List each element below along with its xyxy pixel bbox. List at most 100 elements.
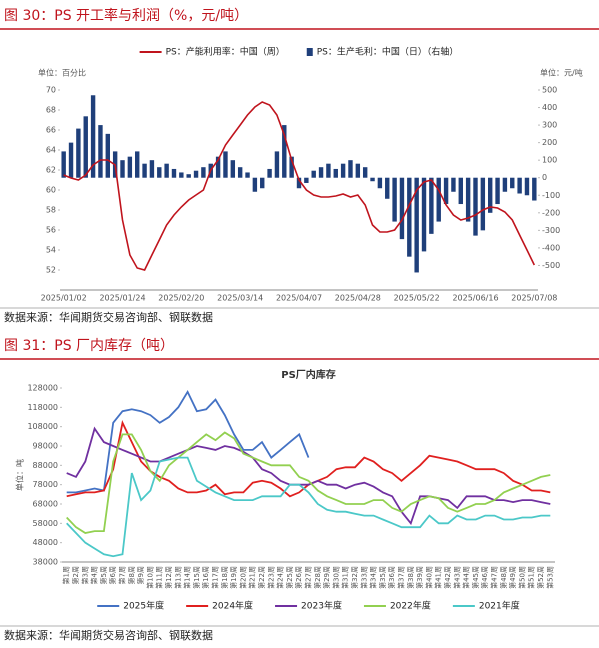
y-tick-label: 98000 [33, 442, 58, 451]
bar [186, 174, 191, 178]
x-tick-label: 第10周 [145, 566, 154, 589]
y2-tick-label: 400 [542, 103, 557, 112]
bar [127, 156, 133, 178]
y-tick-label: 128000 [27, 384, 58, 393]
x-tick-label: 第25周 [285, 566, 294, 589]
x-tick-label: 第3周 [80, 566, 89, 584]
bar [421, 177, 427, 252]
bar [326, 163, 331, 178]
line-series [66, 431, 551, 534]
y2-tick-label: 300 [542, 121, 557, 130]
bar [385, 177, 390, 199]
x-tick-label: 第37周 [397, 566, 406, 589]
x-tick-label: 第30周 [331, 566, 340, 589]
bar [76, 128, 81, 178]
bar [340, 163, 346, 178]
x-tick-label: 第9周 [136, 566, 145, 584]
y2-tick-label: -500 [542, 261, 560, 270]
x-tick-label: 第31周 [341, 566, 350, 589]
y2-tick-label: -400 [542, 243, 560, 252]
y-tick-label: 38000 [33, 558, 58, 567]
bar [296, 177, 302, 189]
x-tick-label: 第24周 [276, 566, 285, 589]
legend: 2025年度 2024年度 2023年度 2022年度 2021年度 [97, 600, 520, 612]
x-tick-label: 第23周 [266, 566, 275, 589]
y2-tick-label: -100 [542, 191, 560, 200]
x-tick-label: 第6周 [108, 566, 117, 584]
y-tick-label: 54 [46, 246, 56, 255]
bar [193, 170, 199, 178]
bar [495, 177, 500, 205]
line-series [66, 390, 310, 494]
legend-label: 2023年度 [301, 600, 342, 612]
x-tick-label: 第48周 [499, 566, 508, 589]
figure-caption: 图 31：PS 厂内库存（吨） [4, 338, 174, 354]
bar [260, 177, 265, 189]
legend-label: PS：生产毛利：中国（日）（右轴） [317, 46, 459, 58]
bar [532, 177, 537, 201]
x-tick-label: 第27周 [304, 566, 313, 589]
x-tick-label: 第33周 [359, 566, 368, 589]
bar [370, 177, 375, 182]
bar [502, 177, 508, 192]
x-tick-label: 第47周 [490, 566, 499, 589]
line-series [66, 426, 551, 526]
legend: PS：产能利用率：中国（周） PS：生产毛利：中国（日）（右轴） [139, 46, 459, 58]
legend-swatch [306, 48, 313, 56]
x-tick-label: 第18周 [220, 566, 229, 589]
x-tick-label: 第53周 [545, 566, 554, 589]
x-tick-label: 第5周 [99, 566, 108, 584]
bar [355, 163, 361, 178]
bar [171, 168, 177, 178]
x-tick-label: 第11周 [155, 566, 164, 589]
x-tick-label: 第20周 [238, 566, 247, 589]
bar [179, 172, 184, 178]
x-tick-label: 第49周 [508, 566, 517, 589]
x-tick-label: 2025/02/20 [158, 294, 204, 303]
bar [223, 151, 228, 178]
bar [487, 177, 493, 213]
bar [443, 177, 449, 205]
y-tick-label: 58 [46, 206, 56, 215]
bar [399, 177, 405, 240]
bar [164, 163, 169, 178]
x-tick-label: 第44周 [462, 566, 471, 589]
y2-tick-label: 100 [542, 156, 557, 165]
bar [524, 177, 530, 196]
x-tick-label: 第1周 [62, 566, 71, 584]
bar [245, 172, 250, 178]
y-tick-label: 88000 [33, 461, 58, 470]
x-tick-label: 第14周 [183, 566, 192, 589]
figure-caption: 图 30：PS 开工率与利润（%，元/吨） [4, 7, 248, 24]
x-tick-label: 2025/06/16 [452, 294, 498, 303]
bar [510, 177, 515, 189]
bar [311, 170, 316, 178]
bar [517, 177, 522, 194]
x-tick-label: 第43周 [452, 566, 461, 589]
bar [407, 177, 412, 257]
y-tick-label: 78000 [33, 480, 58, 489]
y2-tick-label: 0 [542, 173, 547, 182]
legend-label: PS：产能利用率：中国（周） [166, 46, 285, 58]
line-series [66, 456, 551, 558]
x-tick-label: 第29周 [322, 566, 331, 589]
legend-label: 2025年度 [123, 600, 164, 612]
bar [157, 167, 162, 178]
x-tick-label: 第19周 [229, 566, 238, 589]
x-tick-label: 第17周 [210, 566, 219, 589]
x-tick-label: 第50周 [517, 566, 526, 589]
bar [252, 177, 258, 192]
chart-title: PS厂内库存 [281, 368, 336, 381]
y-tick-label: 108000 [27, 422, 58, 431]
x-tick-label: 第40周 [424, 566, 433, 589]
x-tick-label: 第21周 [248, 566, 257, 589]
bar [135, 151, 140, 178]
x-tick-label: 第51周 [527, 566, 536, 589]
bar [414, 177, 419, 273]
x-tick-label: 2025/01/24 [99, 294, 145, 303]
y-tick-label: 70 [46, 86, 56, 95]
x-tick-label: 第34周 [369, 566, 378, 589]
x-tick-label: 第22周 [257, 566, 266, 589]
bar [120, 160, 125, 178]
